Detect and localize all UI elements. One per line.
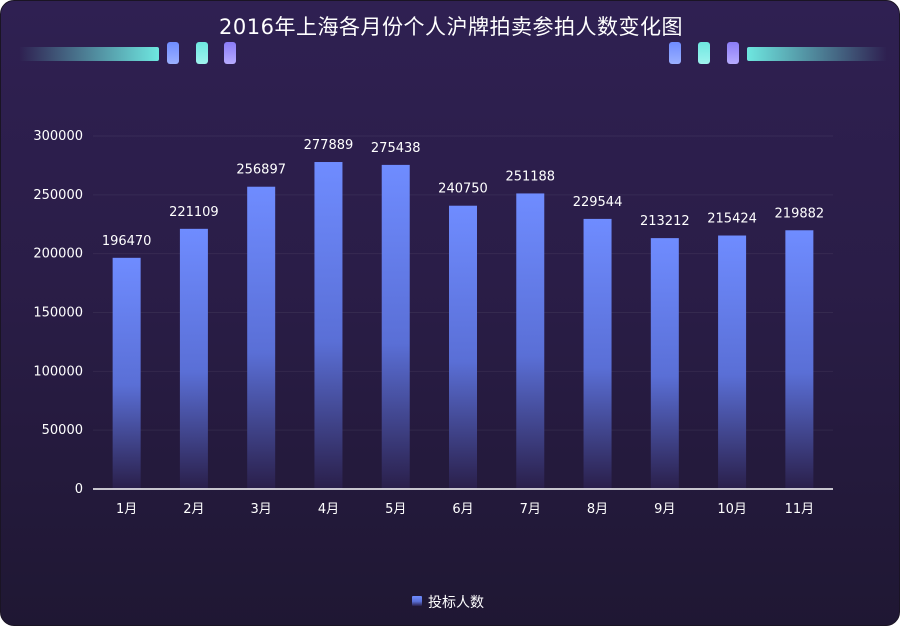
x-tick-label: 1月 bbox=[116, 502, 137, 517]
data-label: 213212 bbox=[640, 214, 690, 229]
legend-swatch bbox=[412, 596, 422, 606]
data-label: 215424 bbox=[707, 212, 757, 227]
bar[interactable] bbox=[449, 205, 477, 489]
x-tick-label: 8月 bbox=[587, 502, 608, 517]
data-label: 221109 bbox=[169, 205, 219, 220]
y-tick-label: 0 bbox=[75, 482, 83, 497]
data-label: 196470 bbox=[102, 234, 152, 249]
bar[interactable] bbox=[718, 235, 747, 489]
x-tick-label: 10月 bbox=[717, 502, 747, 517]
data-label: 256897 bbox=[236, 163, 286, 178]
bar[interactable] bbox=[381, 164, 410, 489]
bar[interactable] bbox=[112, 257, 141, 489]
y-tick-label: 300000 bbox=[33, 129, 83, 144]
x-tick-label: 9月 bbox=[654, 502, 675, 517]
chart-title: 2016年上海各月份个人沪牌拍卖参拍人数变化图 bbox=[219, 15, 683, 39]
y-tick-label: 200000 bbox=[33, 247, 83, 262]
x-tick-label: 2月 bbox=[183, 502, 204, 517]
y-tick-label: 250000 bbox=[33, 188, 83, 203]
bar[interactable] bbox=[650, 238, 679, 489]
left-decor-stripe bbox=[19, 47, 159, 61]
bar[interactable] bbox=[516, 193, 545, 489]
legend[interactable]: 投标人数 bbox=[412, 595, 484, 611]
x-tick-label: 4月 bbox=[318, 502, 339, 517]
x-tick-label: 3月 bbox=[251, 502, 272, 517]
left-decor-block-3 bbox=[224, 42, 236, 64]
bar[interactable] bbox=[314, 162, 343, 489]
left-decor-block-2 bbox=[196, 42, 208, 64]
data-label: 229544 bbox=[573, 195, 623, 210]
data-label: 240750 bbox=[438, 182, 488, 197]
data-label: 277889 bbox=[304, 138, 354, 153]
y-tick-label: 150000 bbox=[33, 306, 83, 321]
right-decor-block-3 bbox=[727, 42, 739, 64]
right-decor-block-1 bbox=[669, 42, 681, 64]
bar[interactable] bbox=[785, 230, 814, 489]
data-label: 219882 bbox=[775, 206, 825, 221]
y-tick-label: 50000 bbox=[42, 423, 83, 438]
x-tick-label: 5月 bbox=[385, 502, 406, 517]
bars bbox=[112, 162, 814, 489]
left-decor-block-1 bbox=[167, 42, 179, 64]
right-decor-stripe bbox=[747, 47, 887, 61]
data-labels: 196470 221109 256897 277889 275438 240750 2511… bbox=[102, 138, 824, 249]
legend-label: 投标人数 bbox=[428, 595, 484, 611]
x-axis: 1月 2月 3月 4月 5月 6月 7月 8月 9月 10月 11月 bbox=[93, 488, 833, 517]
bar[interactable] bbox=[583, 218, 612, 489]
x-tick-label: 11月 bbox=[785, 502, 815, 517]
data-label: 275438 bbox=[371, 141, 421, 156]
y-tick-label: 100000 bbox=[33, 364, 83, 379]
bar[interactable] bbox=[247, 186, 276, 489]
data-label: 251188 bbox=[505, 169, 555, 184]
x-tick-label: 7月 bbox=[520, 502, 541, 517]
y-axis: 0 50000 100000 150000 200000 250000 300000 bbox=[33, 129, 83, 497]
bar[interactable] bbox=[179, 228, 208, 489]
x-tick-label: 6月 bbox=[452, 502, 473, 517]
right-decor-block-2 bbox=[698, 42, 710, 64]
